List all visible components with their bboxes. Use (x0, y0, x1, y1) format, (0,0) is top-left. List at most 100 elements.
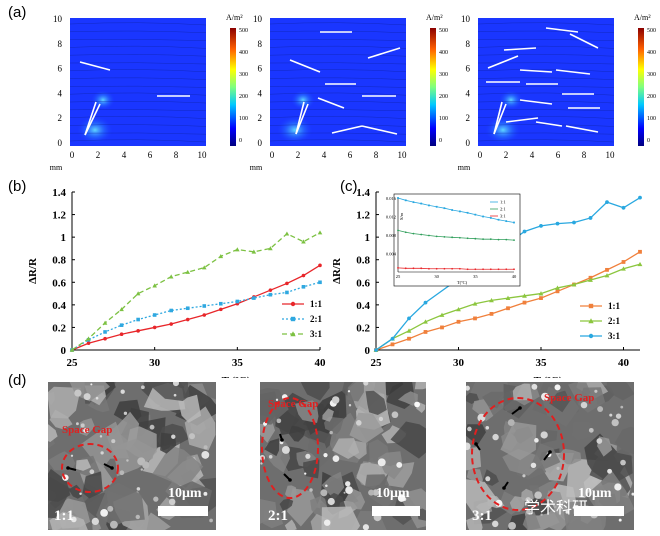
sem-particle (343, 491, 346, 494)
x-tick-label: 8 (374, 150, 379, 160)
sem-particle (111, 439, 116, 444)
field-line (69, 92, 207, 96)
data-point (555, 285, 560, 290)
data-point (374, 348, 378, 352)
data-point (169, 322, 173, 326)
data-point (423, 319, 428, 324)
filler-segment (289, 59, 321, 73)
data-point (390, 336, 395, 341)
sem-particle (466, 442, 471, 451)
data-point (555, 289, 560, 294)
sem-flake (482, 469, 499, 486)
sem-flake (48, 424, 58, 442)
inset-x-tick-label: 30 (434, 274, 439, 279)
data-point (458, 236, 461, 239)
data-point (202, 304, 207, 308)
y-tick-label: 10 (53, 14, 63, 24)
x-axis-label: T (ºC) (534, 375, 563, 378)
data-point (456, 319, 461, 324)
filler-segment (519, 99, 553, 105)
data-point (497, 218, 500, 221)
sem-flake (482, 391, 504, 409)
sem-particle (534, 491, 542, 499)
y-tick-label: 1.2 (356, 210, 370, 222)
field-line (69, 45, 207, 49)
data-point (201, 265, 207, 270)
filler-segment (519, 69, 553, 73)
data-point (506, 306, 510, 311)
data-point (539, 296, 543, 300)
filler-segment (535, 121, 563, 127)
data-point (513, 221, 515, 224)
filler-segment (317, 97, 345, 109)
sem-particle (325, 484, 328, 487)
sem-particle (363, 382, 369, 386)
x-tick-label: 35 (232, 357, 244, 369)
sem-flake (549, 390, 570, 413)
sem-flake (284, 519, 297, 530)
data-point (451, 236, 454, 239)
scale-bar (158, 506, 208, 516)
sem-flake (69, 382, 110, 402)
data-point (605, 200, 609, 205)
sem-particle (609, 413, 613, 417)
sem-flake (287, 488, 319, 527)
x-tick-label: 0 (270, 150, 275, 160)
data-point (605, 267, 609, 272)
x-tick-label: 8 (174, 150, 179, 160)
sem-particle (281, 446, 290, 454)
data-point (86, 341, 91, 346)
data-point (185, 317, 190, 322)
sem-particle (554, 384, 561, 391)
field-line (69, 39, 207, 41)
data-point (482, 268, 484, 271)
data-point (301, 285, 306, 289)
sem-particle (347, 390, 351, 393)
data-point (588, 277, 593, 282)
y-tick-label: 1 (61, 232, 67, 244)
colorbar-tick: 0 (647, 138, 650, 144)
sem-flake (48, 386, 81, 419)
inset-y-tick-label: 0.016 (386, 196, 397, 201)
inset-x-tick-label: 40 (512, 274, 517, 279)
data-point (571, 282, 577, 287)
data-point (390, 342, 395, 347)
sem-particle (345, 481, 351, 487)
data-point (404, 267, 407, 270)
sem-texture (466, 382, 634, 530)
data-point (219, 307, 223, 312)
sem-particle (522, 474, 526, 478)
sem-particle (466, 385, 470, 391)
sem-particle (531, 383, 538, 390)
sem-flake (512, 383, 533, 401)
field-line (269, 77, 407, 80)
data-point (466, 237, 469, 240)
data-point (539, 223, 543, 228)
sem-particle (618, 518, 622, 522)
sem-particle (329, 430, 333, 435)
sem-particle (356, 420, 362, 426)
data-point (555, 221, 560, 226)
sem-particle (135, 514, 140, 520)
sem-particle (100, 508, 108, 517)
sem-particle (530, 462, 537, 469)
sem-particle (607, 468, 612, 474)
x-tick-label: 10 (198, 150, 208, 160)
data-point (152, 313, 157, 317)
sem-flake (398, 391, 418, 406)
y-tick-label: 0.6 (356, 277, 370, 289)
data-point (489, 297, 494, 303)
data-point (185, 269, 191, 274)
x-tick-label: 0 (70, 150, 75, 160)
data-point (621, 205, 626, 210)
sem-particle (565, 510, 569, 514)
x-tick-label: 40 (315, 357, 327, 369)
filler-segment (331, 125, 363, 134)
inset-series-line (397, 197, 515, 223)
sem-particle (95, 396, 99, 400)
field-line (269, 39, 407, 41)
sem-flake (527, 498, 550, 516)
sem-particle (508, 522, 516, 530)
inset-series-2-1 (397, 229, 515, 241)
panel-label-d: (d) (8, 372, 27, 389)
